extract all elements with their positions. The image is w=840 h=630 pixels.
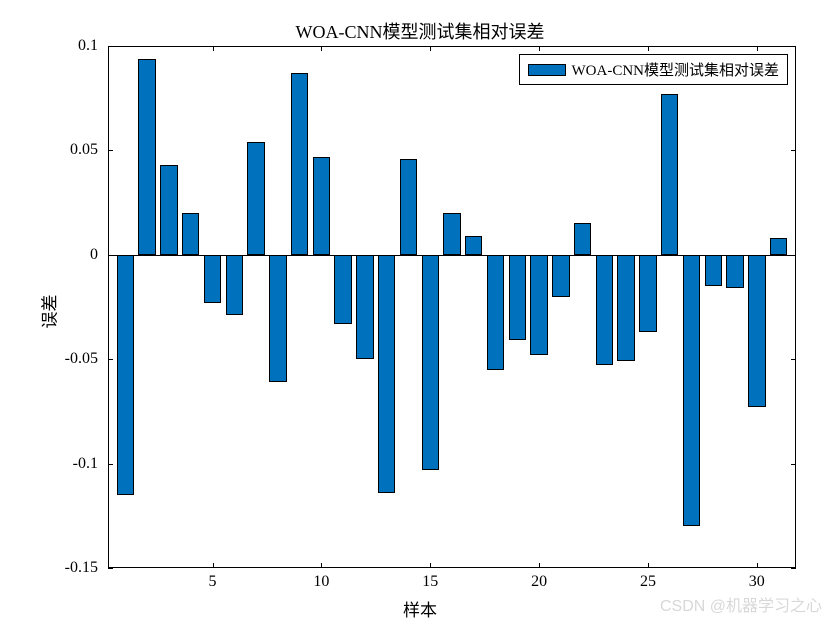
y-tick-mark — [108, 568, 113, 569]
y-tick-mark — [791, 359, 796, 360]
bar — [748, 255, 765, 407]
bar — [465, 236, 482, 255]
y-tick-label: 0 — [90, 246, 98, 264]
bar — [639, 255, 656, 332]
bar — [705, 255, 722, 286]
x-tick-label: 10 — [313, 573, 329, 591]
y-tick-label: -0.1 — [73, 455, 98, 473]
y-tick-mark — [108, 359, 113, 360]
bar — [204, 255, 221, 303]
x-tick-label: 25 — [640, 573, 656, 591]
bar — [313, 157, 330, 255]
bar — [378, 255, 395, 493]
bar — [530, 255, 547, 355]
x-tick-label: 15 — [422, 573, 438, 591]
watermark: CSDN @机器学习之心 — [660, 592, 822, 616]
bar — [422, 255, 439, 470]
bar — [596, 255, 613, 366]
bar — [400, 159, 417, 255]
bar — [617, 255, 634, 361]
bar — [269, 255, 286, 382]
y-tick-mark — [108, 150, 113, 151]
y-tick-mark — [791, 150, 796, 151]
bar — [182, 213, 199, 255]
y-tick-mark — [108, 464, 113, 465]
bar — [770, 238, 787, 255]
bar — [226, 255, 243, 316]
y-tick-label: -0.15 — [65, 559, 98, 577]
x-tick-label: 20 — [531, 573, 547, 591]
bar — [726, 255, 743, 288]
bar — [552, 255, 569, 297]
x-tick-mark — [430, 46, 431, 51]
x-tick-mark — [757, 563, 758, 568]
bar — [291, 73, 308, 255]
y-tick-mark — [791, 464, 796, 465]
y-tick-mark — [108, 46, 113, 47]
legend: WOA-CNN模型测试集相对误差 — [519, 54, 789, 85]
bar — [683, 255, 700, 526]
x-tick-mark — [648, 563, 649, 568]
bar — [117, 255, 134, 495]
bar — [160, 165, 177, 255]
x-tick-mark — [648, 46, 649, 51]
y-tick-label: 0.1 — [78, 37, 98, 55]
x-tick-mark — [213, 46, 214, 51]
chart-figure: WOA-CNN模型测试集相对误差 误差 样本 WOA-CNN模型测试集相对误差 … — [0, 0, 840, 630]
y-tick-label: 0.05 — [70, 141, 98, 159]
bar — [356, 255, 373, 359]
x-tick-mark — [321, 46, 322, 51]
bar — [443, 213, 460, 255]
x-tick-label: 5 — [209, 573, 217, 591]
x-tick-mark — [539, 563, 540, 568]
x-tick-mark — [539, 46, 540, 51]
legend-swatch — [528, 64, 566, 76]
y-tick-label: -0.05 — [65, 350, 98, 368]
bar — [509, 255, 526, 341]
x-tick-mark — [213, 563, 214, 568]
bar — [574, 223, 591, 254]
chart-title: WOA-CNN模型测试集相对误差 — [0, 18, 840, 44]
x-tick-mark — [430, 563, 431, 568]
y-tick-mark — [791, 568, 796, 569]
legend-label: WOA-CNN模型测试集相对误差 — [572, 59, 780, 80]
y-axis-label: 误差 — [36, 291, 61, 331]
x-tick-label: 30 — [749, 573, 765, 591]
bar — [487, 255, 504, 370]
bar — [247, 142, 264, 255]
y-tick-mark — [791, 46, 796, 47]
bar — [334, 255, 351, 324]
x-tick-mark — [321, 563, 322, 568]
x-tick-mark — [757, 46, 758, 51]
bar — [138, 59, 155, 255]
bar — [661, 94, 678, 255]
